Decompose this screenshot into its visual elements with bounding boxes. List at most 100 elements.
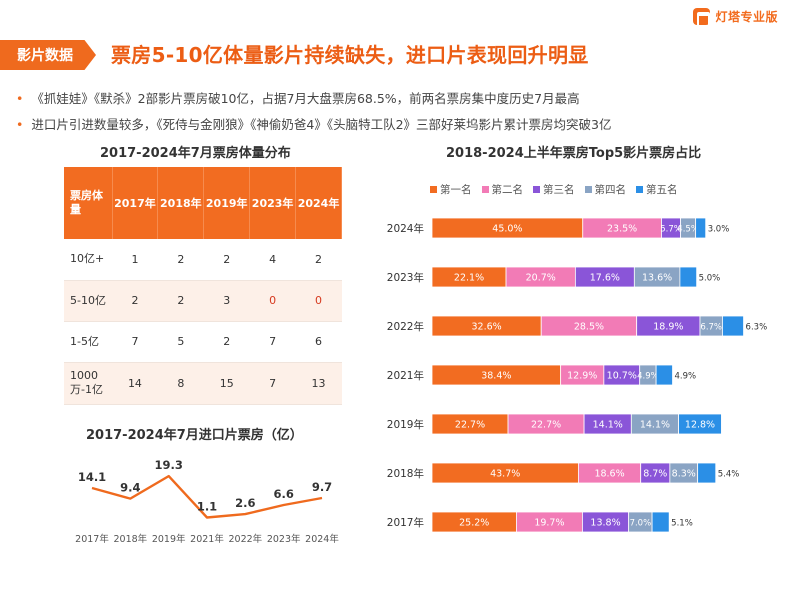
bullet-dot: •: [16, 117, 24, 132]
volume-table: 票房体量 2017年 2018年 2019年 2023年 2024年 10亿+ …: [64, 167, 342, 405]
table-cell: 13: [295, 362, 342, 405]
data-label: 1.1: [197, 500, 217, 514]
table-cell: 4: [249, 239, 296, 281]
x-tick-label: 2017年: [75, 533, 109, 545]
table-cell: 2: [203, 239, 250, 281]
segment-label: 45.0%: [492, 224, 522, 235]
table-cell: 3: [203, 280, 250, 322]
line-chart-svg: 14.1 2017年 9.4 2018年 19.3 2019年 1.1 2021年 2.6 202…: [75, 458, 339, 545]
legend-item: 第五名: [636, 182, 678, 197]
segment-label: 10.7%: [607, 371, 637, 382]
segment-label: 13.8%: [590, 518, 620, 529]
segment-label: 3.0%: [708, 225, 730, 235]
legend-swatch: [481, 186, 489, 193]
bar-segment: [722, 315, 744, 337]
table-row: 1000万-1亿 14 8 15 7 13: [64, 362, 342, 405]
category-label: 2018年: [387, 467, 424, 480]
legend-label: 第三名: [543, 184, 575, 196]
segment-label: 25.2%: [459, 518, 489, 529]
bullet-text: 进口片引进数量较多，《死侍与金刚狼》《神偷奶爸4》《头脑特工队2》三部好莱坞影片…: [31, 117, 612, 132]
bar-segment: [679, 266, 698, 288]
legend-item: 第二名: [481, 182, 524, 197]
x-tick-label: 2022年: [228, 533, 262, 545]
x-tick-label: 2023年: [267, 533, 301, 545]
legend-label: 第一名: [440, 184, 472, 196]
segment-label: 43.7%: [490, 469, 520, 480]
segment-label: 23.5%: [607, 224, 637, 235]
segment-label: 32.6%: [472, 322, 502, 333]
segment-label: 4.9%: [637, 372, 659, 382]
table-cell: 14: [112, 362, 158, 405]
legend-item: 第三名: [533, 182, 575, 197]
segment-label: 18.9%: [653, 322, 683, 333]
segment-label: 17.6%: [590, 273, 620, 284]
category-label: 2019年: [387, 418, 424, 431]
segment-label: 7.0%: [630, 519, 652, 529]
table-header-row: 票房体量 2017年 2018年 2019年 2023年 2024年: [64, 167, 342, 239]
table-row: 1-5亿 7 5 2 7 6: [64, 321, 342, 363]
bar-chart-title: 2018-2024上半年票房Top5影片票房占比: [446, 146, 702, 161]
bar-chart-svg: 2024年 45.0% 23.5% 5.7%4.5% 3.0% 2023年 22.1% 20.…: [387, 217, 768, 533]
segment-label: 22.7%: [455, 420, 485, 431]
data-label: 14.1: [78, 470, 106, 484]
segment-label: 22.1%: [454, 273, 484, 284]
data-label: 2.6: [235, 496, 255, 510]
bullet-text: 《抓娃娃》《默杀》2部影片票房破10亿，占据7月大盘票房68.5%，前两名票房集…: [31, 91, 580, 106]
segment-label: 5.4%: [718, 470, 740, 480]
table-cell: 2: [112, 280, 158, 322]
bar-segment: [651, 511, 670, 533]
table-header-cell: 2024年: [295, 167, 342, 239]
segment-label: 22.7%: [531, 420, 561, 431]
legend-label: 第二名: [491, 184, 524, 196]
segment-label: 13.6%: [642, 273, 672, 284]
x-tick-label: 2019年: [152, 533, 186, 545]
segment-label: 5.0%: [699, 274, 721, 284]
data-label: 19.3: [154, 458, 182, 472]
table-cell: 8: [157, 362, 204, 405]
table-cell: 10亿+: [64, 239, 112, 281]
table-cell: 5-10亿: [64, 280, 112, 322]
segment-label: 14.1%: [593, 420, 623, 431]
table-cell: 15: [203, 362, 250, 405]
bar-segment: [697, 462, 717, 484]
category-label: 2017年: [387, 516, 424, 529]
chart-legend: 第一名 第二名 第三名 第四名 第五名: [430, 182, 678, 197]
table-cell: 5: [157, 321, 204, 363]
table-cell: 2: [157, 280, 204, 322]
table-header-cell: 2018年: [157, 167, 205, 239]
bullet-item: • 《抓娃娃》《默杀》2部影片票房破10亿，占据7月大盘票房68.5%，前两名票房…: [16, 86, 776, 112]
top5-share-chart: 第一名 第二名 第三名 第四名 第五名 2024年 45.0% 23.5% 5.7% 4.5% 3…: [370, 178, 780, 538]
bullet-item: • 进口片引进数量较多，《死侍与金刚狼》《神偷奶爸4》《头脑特工队2》三部好莱坞影…: [16, 112, 776, 138]
legend-label: 第四名: [594, 184, 627, 196]
table-header-cell: 2023年: [249, 167, 297, 239]
lighthouse-logo-icon: [693, 8, 711, 27]
table-cell: 7: [249, 321, 296, 363]
category-label: 2023年: [387, 271, 424, 284]
legend-swatch: [636, 186, 643, 193]
import-box-office-line: [91, 474, 323, 519]
bar-segment: [655, 364, 673, 386]
section-tag: 影片数据: [0, 40, 96, 70]
segment-label: 12.9%: [567, 371, 597, 382]
legend-swatch: [430, 186, 437, 193]
segment-label: 14.1%: [640, 420, 670, 431]
segment-label: 4.5%: [677, 225, 699, 235]
segment-label: 6.7%: [700, 323, 722, 333]
brand-name: 灯塔专业版: [715, 10, 778, 24]
table-cell: 2: [157, 239, 204, 281]
segment-label: 19.7%: [534, 518, 564, 529]
legend-item: 第四名: [584, 182, 627, 197]
category-label: 2022年: [387, 320, 424, 333]
x-tick-label: 2018年: [113, 533, 147, 545]
brand-logo: 灯塔专业版: [693, 8, 778, 27]
table-row: 5-10亿 2 2 3 0 0: [64, 280, 342, 322]
segment-label: 8.3%: [672, 469, 696, 480]
segment-label: 6.3%: [746, 323, 768, 333]
category-label: 2021年: [387, 369, 424, 382]
table-header-cell: 2019年: [203, 167, 251, 239]
legend-item: 第一名: [430, 182, 472, 197]
data-label: 6.6: [273, 487, 293, 501]
legend-label: 第五名: [646, 184, 678, 196]
table-title: 2017-2024年7月票房体量分布: [100, 146, 291, 161]
